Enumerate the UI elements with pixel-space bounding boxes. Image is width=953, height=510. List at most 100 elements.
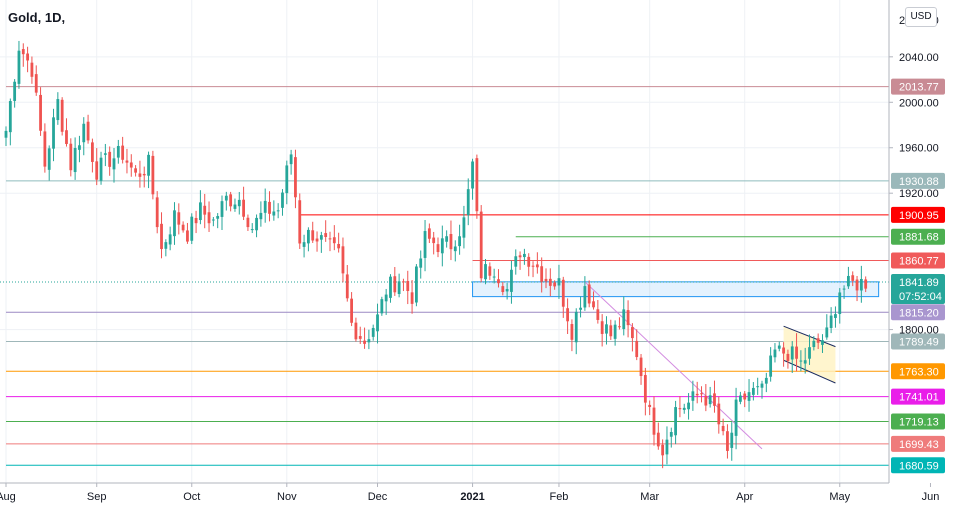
candle xyxy=(73,137,77,180)
candle xyxy=(30,56,34,84)
candle-body xyxy=(436,244,440,253)
trendline xyxy=(584,281,763,450)
candle xyxy=(631,323,634,352)
candle xyxy=(259,201,263,227)
candle-body xyxy=(795,346,798,359)
candle xyxy=(514,249,518,275)
candle xyxy=(786,349,790,369)
candle-body xyxy=(592,301,595,308)
candle xyxy=(65,118,68,147)
candle-body xyxy=(402,281,405,283)
candle xyxy=(194,210,198,234)
candle xyxy=(220,195,224,230)
x-tick-label: Nov xyxy=(277,491,297,503)
bar-countdown-text: 07:52:04 xyxy=(899,291,942,303)
candle-body xyxy=(337,243,341,249)
candle xyxy=(285,160,289,205)
candle-body xyxy=(263,200,267,213)
candle xyxy=(864,276,868,293)
candle xyxy=(415,264,418,307)
candle xyxy=(393,267,397,296)
candle-body xyxy=(764,377,768,384)
candle-body xyxy=(358,336,362,339)
candle xyxy=(579,296,582,318)
candle xyxy=(328,231,332,252)
candle xyxy=(527,253,531,277)
level-tag-text: 1860.77 xyxy=(899,256,939,268)
candle xyxy=(337,232,341,253)
candle-body xyxy=(760,383,764,388)
candle-body xyxy=(583,286,587,308)
candle-body xyxy=(99,157,103,181)
candle xyxy=(600,314,604,347)
x-tick-label: Jun xyxy=(922,491,940,503)
candle xyxy=(354,317,358,342)
candle xyxy=(764,372,768,393)
candle-body xyxy=(561,279,565,307)
candle-body xyxy=(384,294,388,302)
candle-body xyxy=(829,315,833,329)
level-tag-text: 2013.77 xyxy=(899,82,939,94)
level-tag xyxy=(891,172,945,189)
candle xyxy=(566,298,569,335)
candle xyxy=(613,320,617,346)
candle xyxy=(380,296,384,316)
candle xyxy=(475,154,479,219)
x-tick-label: Apr xyxy=(736,491,753,503)
candle xyxy=(281,189,284,216)
candle-body xyxy=(704,395,708,406)
candle-body xyxy=(605,324,608,334)
candle-body xyxy=(501,286,505,293)
candle xyxy=(224,191,228,211)
candle xyxy=(298,193,302,249)
candle-body xyxy=(116,145,120,158)
level-tag xyxy=(891,78,945,95)
candle-body xyxy=(471,161,474,189)
candle xyxy=(583,276,587,311)
candle-body xyxy=(730,432,734,448)
candle-body xyxy=(669,432,673,437)
candle xyxy=(609,319,613,340)
candle xyxy=(440,225,444,267)
candle-body xyxy=(380,299,384,314)
candle-body xyxy=(466,189,470,216)
candle-body xyxy=(376,314,379,332)
chart-grid xyxy=(0,0,931,483)
candle xyxy=(561,276,565,318)
candle-body xyxy=(268,201,271,214)
candle-body xyxy=(691,391,695,401)
candle xyxy=(678,396,682,418)
candle-body xyxy=(847,275,850,287)
candle xyxy=(574,308,578,355)
candle xyxy=(829,307,833,334)
level-tag xyxy=(891,413,945,430)
candle-body xyxy=(211,219,215,221)
candle xyxy=(674,400,677,445)
candle-body xyxy=(838,292,842,315)
candle-body xyxy=(134,168,137,173)
candle xyxy=(427,223,431,244)
candle-body xyxy=(851,275,855,281)
candle xyxy=(125,148,129,174)
candle-body xyxy=(125,160,129,163)
candle xyxy=(289,149,293,175)
level-tag-text: 1680.59 xyxy=(899,460,939,472)
candle xyxy=(69,138,73,177)
candle xyxy=(276,203,280,219)
currency-button[interactable]: USD xyxy=(905,7,937,27)
level-tag-text: 1789.49 xyxy=(899,337,939,349)
candle-body xyxy=(289,154,293,165)
candle-body xyxy=(812,340,816,348)
level-tag-text: 1900.95 xyxy=(899,210,939,222)
candle-body xyxy=(250,229,254,231)
candle xyxy=(229,191,233,212)
candle-body xyxy=(138,173,142,177)
candle-body xyxy=(328,238,332,240)
candle xyxy=(587,280,591,308)
candle-body xyxy=(60,99,64,132)
candle-body xyxy=(246,217,250,228)
candle xyxy=(553,280,557,290)
candle-body xyxy=(643,375,647,403)
candle-body xyxy=(341,246,345,274)
